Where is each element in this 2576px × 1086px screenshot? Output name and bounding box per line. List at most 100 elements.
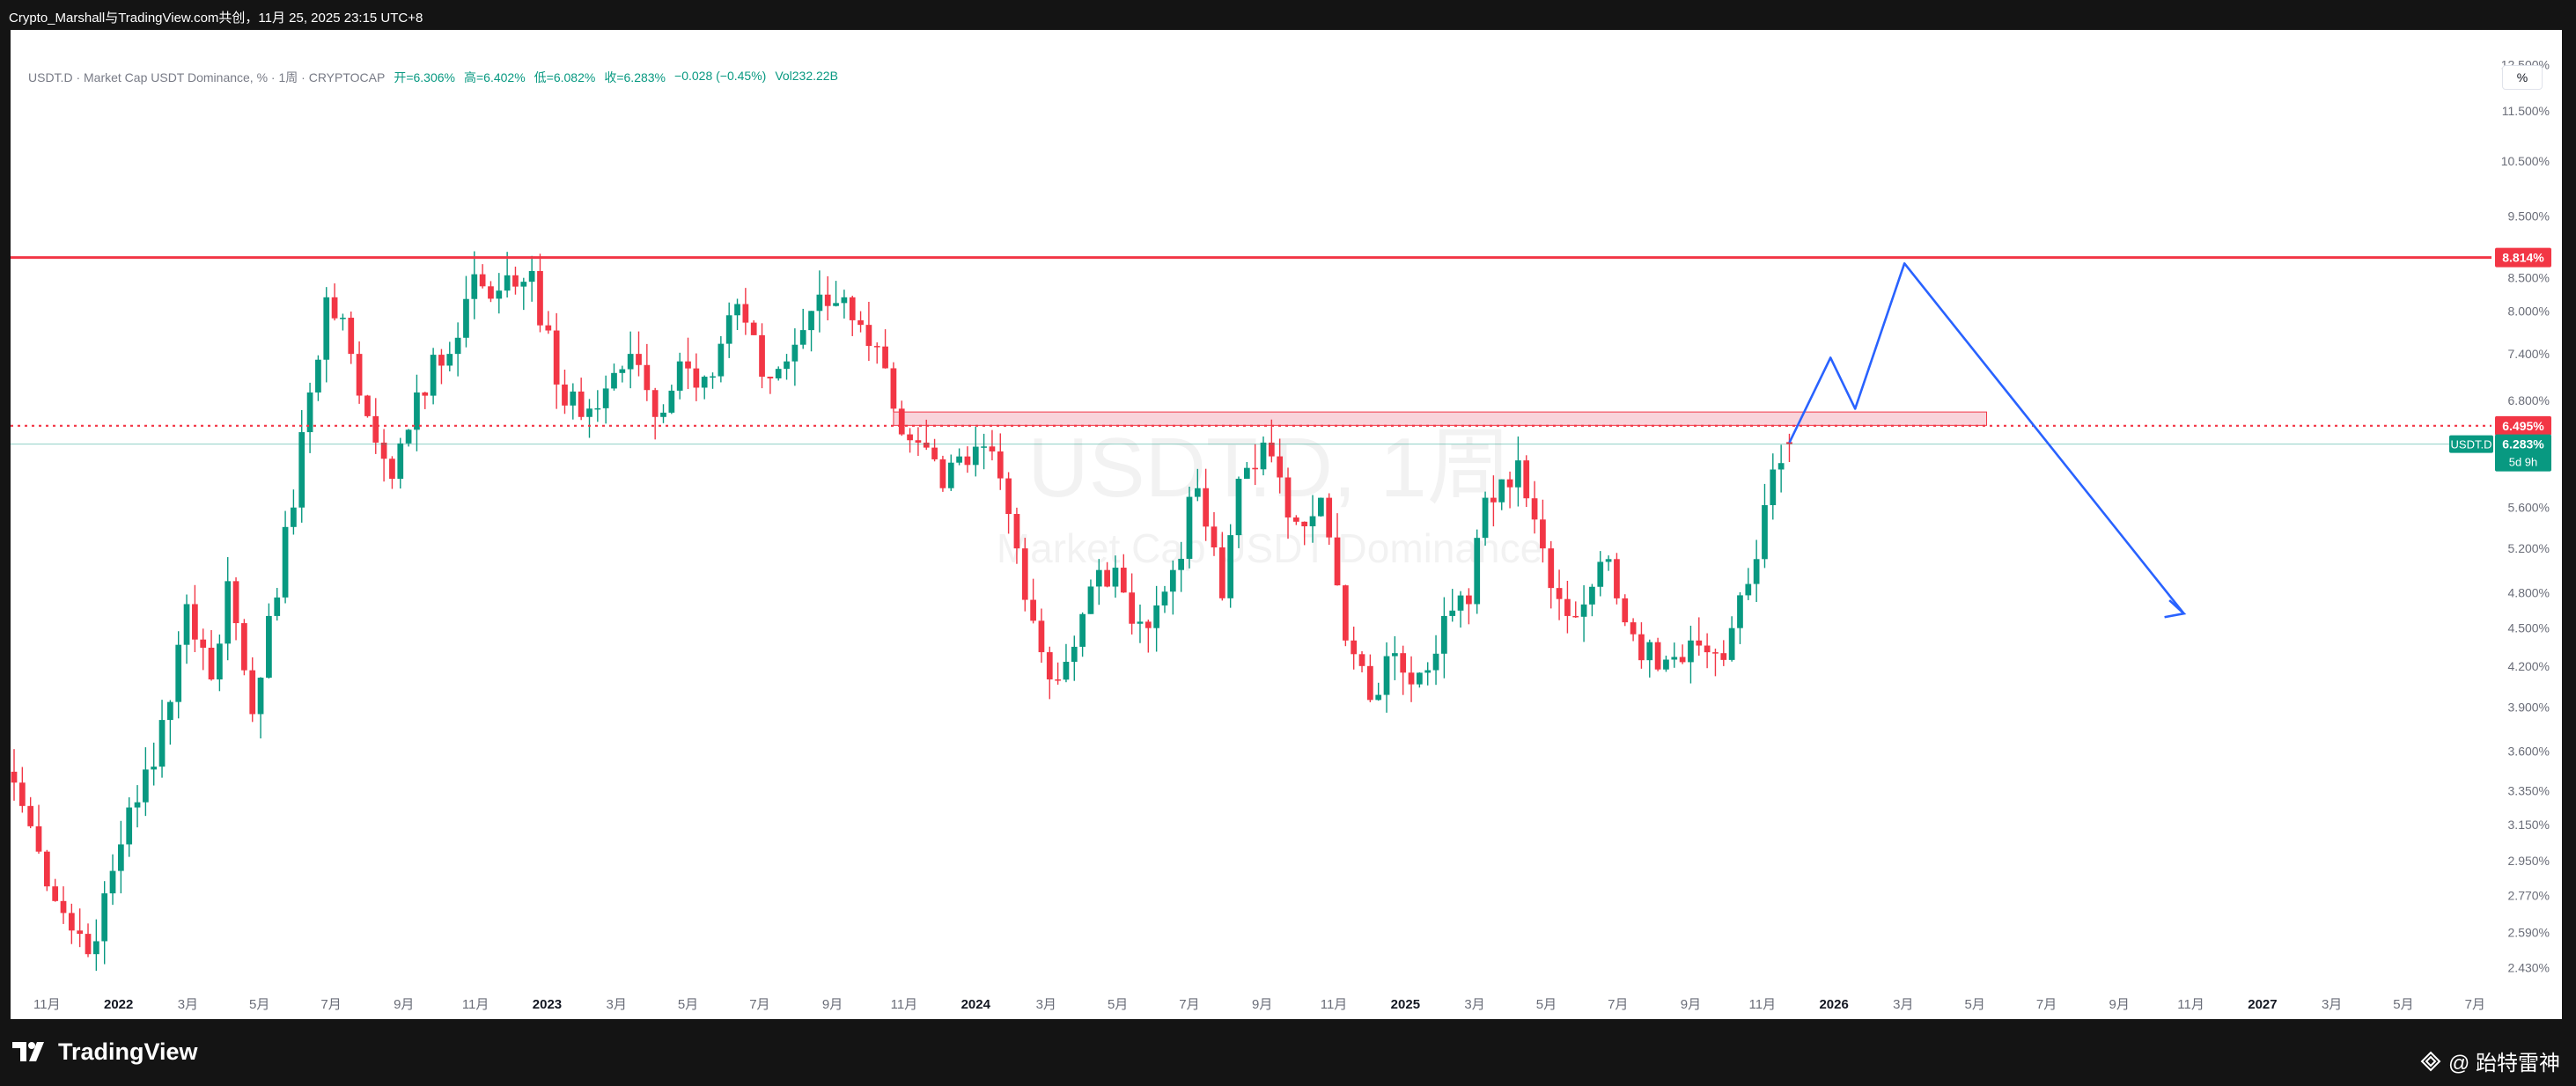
candle-body — [1400, 653, 1407, 673]
candle-body — [1358, 654, 1365, 666]
author-handle-text: @ 跆特雷神 — [2447, 1052, 2560, 1075]
candle-body — [676, 361, 683, 391]
candle-body — [1046, 652, 1053, 680]
candle-body — [1301, 521, 1308, 527]
x-tick-label: 9月 — [2109, 997, 2130, 1012]
candle-body — [1186, 496, 1193, 559]
y-tick-label: 2.430% — [2508, 961, 2550, 975]
candle-body — [126, 807, 133, 845]
y-tick-label: 8.500% — [2508, 270, 2550, 284]
candle-body — [1277, 456, 1284, 478]
candle-body — [1367, 665, 1373, 701]
candle-body — [134, 802, 141, 808]
candle-body — [1112, 568, 1119, 587]
candle-body — [257, 678, 264, 715]
x-tick-label: 3月 — [606, 997, 626, 1012]
candle-body — [101, 893, 108, 942]
x-tick-label: 5月 — [1536, 997, 1557, 1012]
price-chart[interactable]: USDT.D, 1周 Market Cap USDT Dominance 12.… — [11, 30, 2562, 1019]
candle-body — [414, 392, 420, 430]
legend-low: 低=6.082% — [534, 70, 596, 84]
square-logo-icon — [2420, 1051, 2441, 1071]
candle-body — [496, 290, 503, 299]
resistance-price-label-bg — [2495, 247, 2551, 268]
candle-body — [1531, 498, 1538, 520]
x-tick-label: 9月 — [1252, 997, 1272, 1012]
candle-body — [578, 391, 585, 417]
candle-body — [151, 767, 158, 770]
x-tick-label: 2023 — [533, 997, 562, 1012]
candle-body — [602, 388, 609, 408]
symbol-legend[interactable]: USDT.D · Market Cap USDT Dominance, % · … — [28, 69, 838, 86]
candle-body — [1144, 621, 1152, 628]
candle-body — [1326, 497, 1333, 538]
candle-body — [1417, 672, 1423, 685]
projection-layer — [1788, 261, 2187, 619]
candle-body — [306, 392, 313, 433]
candle-body-last — [1786, 442, 1792, 444]
time-axis-layer: 11月 2022 3月 5月 7月 9月 11月 2023 3月 5月 7月 9月 11月 2024 3月 5… — [33, 997, 2485, 1012]
candle-body — [454, 337, 461, 355]
candle-body — [463, 298, 469, 338]
candle-body — [570, 391, 577, 406]
x-tick-label: 11月 — [891, 997, 918, 1012]
candle-body — [1777, 463, 1785, 470]
candle-body — [348, 318, 355, 355]
candle-body — [43, 851, 50, 887]
y-tick-label: 11.500% — [2502, 104, 2550, 118]
candle-body — [1218, 547, 1225, 598]
candle-body — [915, 440, 922, 443]
candle-body — [27, 805, 34, 826]
candle-body — [323, 297, 330, 360]
x-tick-label: 5月 — [1108, 997, 1128, 1012]
candle-body — [1342, 585, 1349, 641]
tradingview-logo[interactable]: TradingView — [12, 1037, 198, 1067]
candle-body — [710, 376, 716, 378]
candle-body — [224, 581, 232, 644]
candle-body — [1317, 497, 1324, 517]
chart-area[interactable]: USDT.D, 1周 Market Cap USDT Dominance 12.… — [11, 30, 2562, 1019]
candle-body — [1334, 537, 1341, 586]
legend-symbol[interactable]: USDT.D · Market Cap USDT Dominance, % · … — [28, 70, 386, 84]
candle-body — [1482, 497, 1489, 539]
y-tick-label: 3.350% — [2508, 784, 2550, 798]
candle-body — [1030, 599, 1036, 621]
candle-body — [873, 346, 880, 348]
candle-body — [1770, 469, 1777, 506]
percent-scale-button[interactable]: % — [2502, 65, 2543, 90]
projection-path — [1788, 261, 2185, 615]
candle-body — [824, 294, 831, 306]
x-tick-label: 7月 — [1179, 997, 1199, 1012]
candle-body — [1654, 642, 1661, 670]
candle-body — [1745, 583, 1752, 596]
candle-body — [1021, 548, 1028, 600]
legend-open: 开=6.306% — [394, 70, 455, 84]
candle-body — [1137, 621, 1144, 624]
x-tick-label: 7月 — [320, 997, 341, 1012]
candle-body — [520, 282, 527, 287]
candle-body — [356, 354, 363, 396]
candle-body — [1292, 517, 1299, 522]
candle-body — [594, 407, 601, 410]
candle-body — [438, 355, 445, 366]
candle-body — [364, 395, 371, 416]
candle-body — [1071, 646, 1078, 662]
symbol-tag-bg — [2449, 435, 2493, 453]
candle-body — [775, 369, 782, 378]
candle-body — [956, 456, 962, 463]
y-tick-label: 2.950% — [2508, 854, 2550, 868]
candle-body — [1498, 479, 1505, 503]
y-tick-label: 4.500% — [2508, 621, 2550, 635]
candle-body — [1129, 592, 1135, 624]
y-tick-label: 5.600% — [2508, 501, 2550, 515]
x-tick-label: 9月 — [1681, 997, 1701, 1012]
candle-body — [183, 604, 190, 645]
candle-body — [1449, 610, 1456, 616]
candle-body — [1392, 653, 1398, 657]
candle-body — [931, 447, 938, 459]
current-price-label: 6.283% — [2502, 437, 2544, 451]
candle-body — [1252, 467, 1259, 470]
y-tick-label: 2.590% — [2508, 926, 2550, 940]
candle-body — [143, 769, 149, 803]
candle-body — [1638, 634, 1645, 661]
